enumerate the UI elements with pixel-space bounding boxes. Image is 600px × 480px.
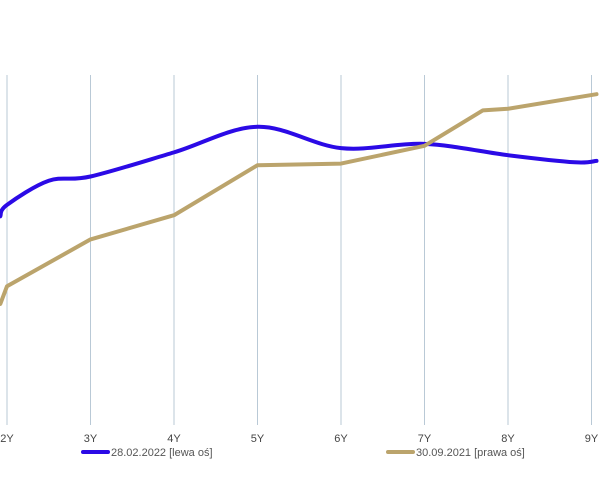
x-axis-tick-labels: 2Y 3Y 4Y 5Y 6Y 7Y 8Y 9Y [0,433,599,445]
legend-item-series-2[interactable]: 30.09.2021 [prawa oś] [386,447,525,459]
legend-label-series-1: 28.02.2022 [lewa oś] [111,447,213,459]
series-line-1[interactable] [0,124,599,219]
x-tick-label-2Y: 2Y [0,433,14,445]
series-lines [0,92,599,306]
x-tick-label-9Y: 9Y [585,433,599,445]
legend-label-series-2: 30.09.2021 [prawa oś] [416,447,525,459]
x-tick-label-6Y: 6Y [334,433,348,445]
series-line-2[interactable] [0,92,599,306]
x-tick-label-4Y: 4Y [167,433,181,445]
legend: 28.02.2022 [lewa oś] 30.09.2021 [prawa o… [81,447,525,459]
x-tick-label-3Y: 3Y [84,433,98,445]
x-tick-label-7Y: 7Y [418,433,432,445]
x-tick-label-5Y: 5Y [251,433,265,445]
legend-item-series-1[interactable]: 28.02.2022 [lewa oś] [81,447,213,459]
x-tick-label-8Y: 8Y [501,433,515,445]
vertical-grid [6,75,592,425]
